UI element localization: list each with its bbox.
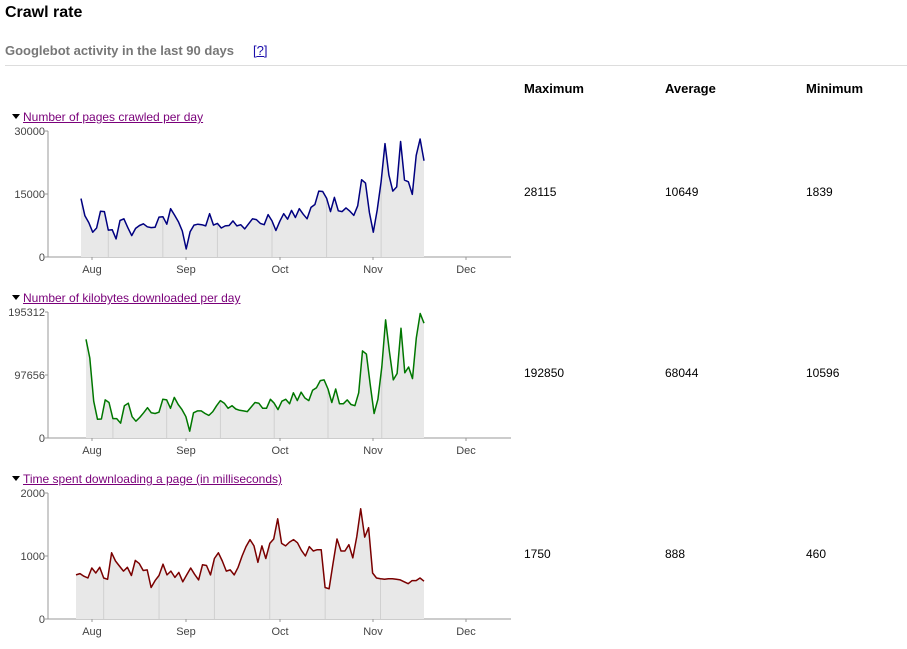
kilobytes-minimum: 10596 — [806, 366, 840, 380]
y-tick-label: 30000 — [14, 126, 45, 138]
kilobytes-maximum: 192850 — [524, 366, 565, 380]
page-title: Crawl rate — [5, 4, 83, 21]
x-tick-label: Nov — [363, 264, 383, 276]
pages-crawled-chart: 0 15000 30000 Aug Sep Oct Nov Dec — [14, 126, 511, 276]
y-tick-label: 0 — [39, 614, 45, 626]
download-time-chart: 0 1000 2000 Aug Sep Oct Nov Dec — [21, 488, 511, 638]
y-tick-label: 0 — [39, 252, 45, 264]
download-time-maximum: 1750 — [524, 547, 551, 561]
y-tick-label: 15000 — [14, 189, 45, 201]
x-tick-label: Dec — [456, 626, 476, 638]
x-tick-label: Aug — [82, 264, 102, 276]
series-area — [86, 313, 424, 438]
series-line — [80, 138, 425, 250]
collapse-triangle-icon — [12, 114, 20, 119]
x-tick-label: Dec — [456, 445, 476, 457]
y-tick-label: 0 — [39, 433, 45, 445]
section-title: Number of kilobytes downloaded per day — [23, 291, 241, 305]
series-line — [85, 312, 425, 432]
x-tick-label: Dec — [456, 264, 476, 276]
x-tick-label: Aug — [82, 626, 102, 638]
download-time-average: 888 — [665, 547, 686, 561]
kilobytes-toggle[interactable]: Number of kilobytes downloaded per day — [12, 291, 240, 305]
column-header-maximum: Maximum — [524, 81, 584, 96]
pages-crawled-average: 10649 — [665, 185, 699, 199]
x-tick-label: Sep — [176, 264, 196, 276]
header-divider — [5, 65, 907, 66]
column-header-average: Average — [665, 81, 716, 96]
x-tick-label: Oct — [271, 445, 288, 457]
help-link[interactable]: [?] — [253, 43, 268, 58]
column-header-minimum: Minimum — [806, 81, 864, 96]
kilobytes-average: 68044 — [665, 366, 699, 380]
x-tick-label: Oct — [271, 626, 288, 638]
section-title: Time spent downloading a page (in millis… — [23, 472, 283, 486]
y-tick-label: 195312 — [8, 307, 45, 319]
download-time-toggle[interactable]: Time spent downloading a page (in millis… — [12, 472, 282, 486]
collapse-triangle-icon — [12, 476, 20, 481]
x-tick-label: Oct — [271, 264, 288, 276]
y-tick-label: 97656 — [14, 370, 45, 382]
kilobytes-chart: 0 97656 195312 Aug Sep Oct Nov Dec — [8, 307, 511, 457]
series-area — [81, 139, 424, 257]
x-tick-label: Sep — [176, 445, 196, 457]
download-time-minimum: 460 — [806, 547, 827, 561]
pages-crawled-toggle[interactable]: Number of pages crawled per day — [12, 110, 203, 124]
x-tick-label: Nov — [363, 445, 383, 457]
y-tick-label: 2000 — [21, 488, 45, 500]
page-subtitle: Googlebot activity in the last 90 days — [5, 43, 235, 58]
x-tick-label: Aug — [82, 445, 102, 457]
series-area — [76, 508, 424, 619]
pages-crawled-maximum: 28115 — [524, 185, 557, 199]
series-line — [75, 508, 425, 590]
pages-crawled-minimum: 1839 — [806, 185, 833, 199]
x-tick-label: Sep — [176, 626, 196, 638]
y-tick-label: 1000 — [21, 551, 45, 563]
collapse-triangle-icon — [12, 295, 20, 300]
section-title: Number of pages crawled per day — [23, 110, 204, 124]
x-tick-label: Nov — [363, 626, 383, 638]
